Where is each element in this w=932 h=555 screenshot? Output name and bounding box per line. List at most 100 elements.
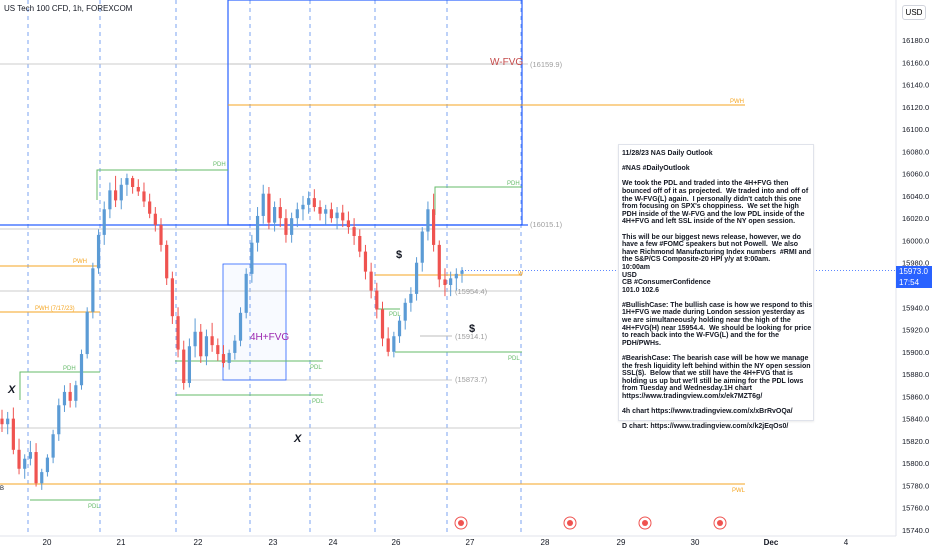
candle-body [102,209,106,235]
candle-body [204,336,209,357]
y-tick-label: 15880.0 [902,370,929,379]
x-tick-label: 30 [691,538,700,547]
candle-body [91,268,95,312]
current-price-label: 15973.0 [896,266,932,277]
x-tick-label: 21 [117,538,126,547]
pdl-label: PDL [88,504,100,510]
candle-body [341,212,345,221]
candle-body [28,452,32,459]
note-line [622,294,813,302]
candle-body [199,331,203,357]
x-tick-label: 28 [541,538,550,547]
note-line: D chart: https://www.tradingview.com/x/k… [622,423,789,431]
lightning-event-icon-center [458,520,464,526]
dollar-marker: $ [469,323,475,335]
candle-body [125,178,129,185]
pdh-label: PDH [63,366,76,372]
y-tick-label: 15760.0 [902,504,929,513]
candle-body [159,224,163,245]
candle-body [244,273,248,313]
fvg-box [222,263,287,381]
candle-body [375,290,379,310]
candle-body [176,316,180,350]
note-line [622,401,813,409]
y-tick-label: 15900.0 [902,348,929,357]
pdh-label: PDH [213,162,226,168]
pwl-label: PWL [732,488,746,494]
us-flag-event-icon-center [642,520,648,526]
candle-body [193,331,197,347]
y-tick-label: 15800.0 [902,459,929,468]
candle-body [142,191,146,202]
candle-body [312,198,316,208]
candle-body [380,309,385,339]
note-line: 10:00am [622,263,651,271]
currency-button[interactable]: USD [902,5,926,20]
pdl-label: PDL [508,356,520,362]
candle-body [62,391,67,406]
candle-body [409,293,413,303]
dollar-marker: $ [396,249,402,261]
candle-body [443,279,447,285]
candle-body [295,209,299,219]
candle-body [119,184,123,201]
x-tick-label: 29 [617,538,626,547]
us-flag-event-icon-center [717,520,723,526]
x-tick-label: 23 [269,538,278,547]
candle-body [17,449,21,469]
note-line [622,347,813,355]
candle-body [40,472,44,484]
candle-body [11,418,15,450]
candle-body [432,209,436,245]
y-tick-label: 16040.0 [902,192,929,201]
fvg-label: 4H+FVG [250,332,289,343]
candle-body [255,215,260,243]
y-tick-label: 16020.0 [902,214,929,223]
candle-body [324,209,328,214]
pdh-line [96,169,228,200]
y-tick-label: 16140.0 [902,81,929,90]
pdl-label: PDL [389,312,401,318]
level-label: (16015.1) [530,220,563,229]
candle-body [216,345,220,355]
y-tick-label: 16000.0 [902,236,929,245]
x-tick-label: Dec [764,538,779,547]
candle-body [261,193,265,216]
pwh-label: PWH [730,99,744,105]
pdh-line [19,371,100,400]
note-line [622,158,813,166]
y-tick-label: 16060.0 [902,170,929,179]
symbol-title[interactable]: US Tech 100 CFD, 1h, FOREXCOM [4,4,133,13]
note-line [622,226,813,234]
analysis-note: 11/28/23 NAS Daily Outlook #NAS #DailyOu… [618,144,814,430]
candle-body [329,209,333,219]
candle-body [449,278,453,285]
y-tick-label: 15920.0 [902,326,929,335]
candle-body [420,231,424,263]
y-tick-label: 15840.0 [902,415,929,424]
y-tick-label: 15940.0 [902,303,929,312]
x-tick-label: 4 [844,538,849,547]
candle-body [57,405,61,435]
y-tick-label: 16080.0 [902,147,929,156]
level-label: (16159.9) [530,60,563,69]
bar-countdown-label: 17:54 [896,277,932,288]
y-tick-label: 16180.0 [902,36,929,45]
candle-body [45,457,50,473]
candle-body [301,204,305,210]
candle-body [278,207,282,219]
candle-body [437,244,441,280]
y-tick-label: 16160.0 [902,58,929,67]
b-marker: B [0,486,4,492]
candle-body [233,340,237,353]
candle-body [454,273,458,279]
candle-body [397,320,402,337]
candle-body [153,213,157,225]
note-line: This will be our biggest news release, h… [622,233,813,264]
us-flag-event-icon-center [567,520,573,526]
y-tick-label: 15780.0 [902,481,929,490]
candle-body [426,209,430,232]
candle-body [358,236,362,252]
